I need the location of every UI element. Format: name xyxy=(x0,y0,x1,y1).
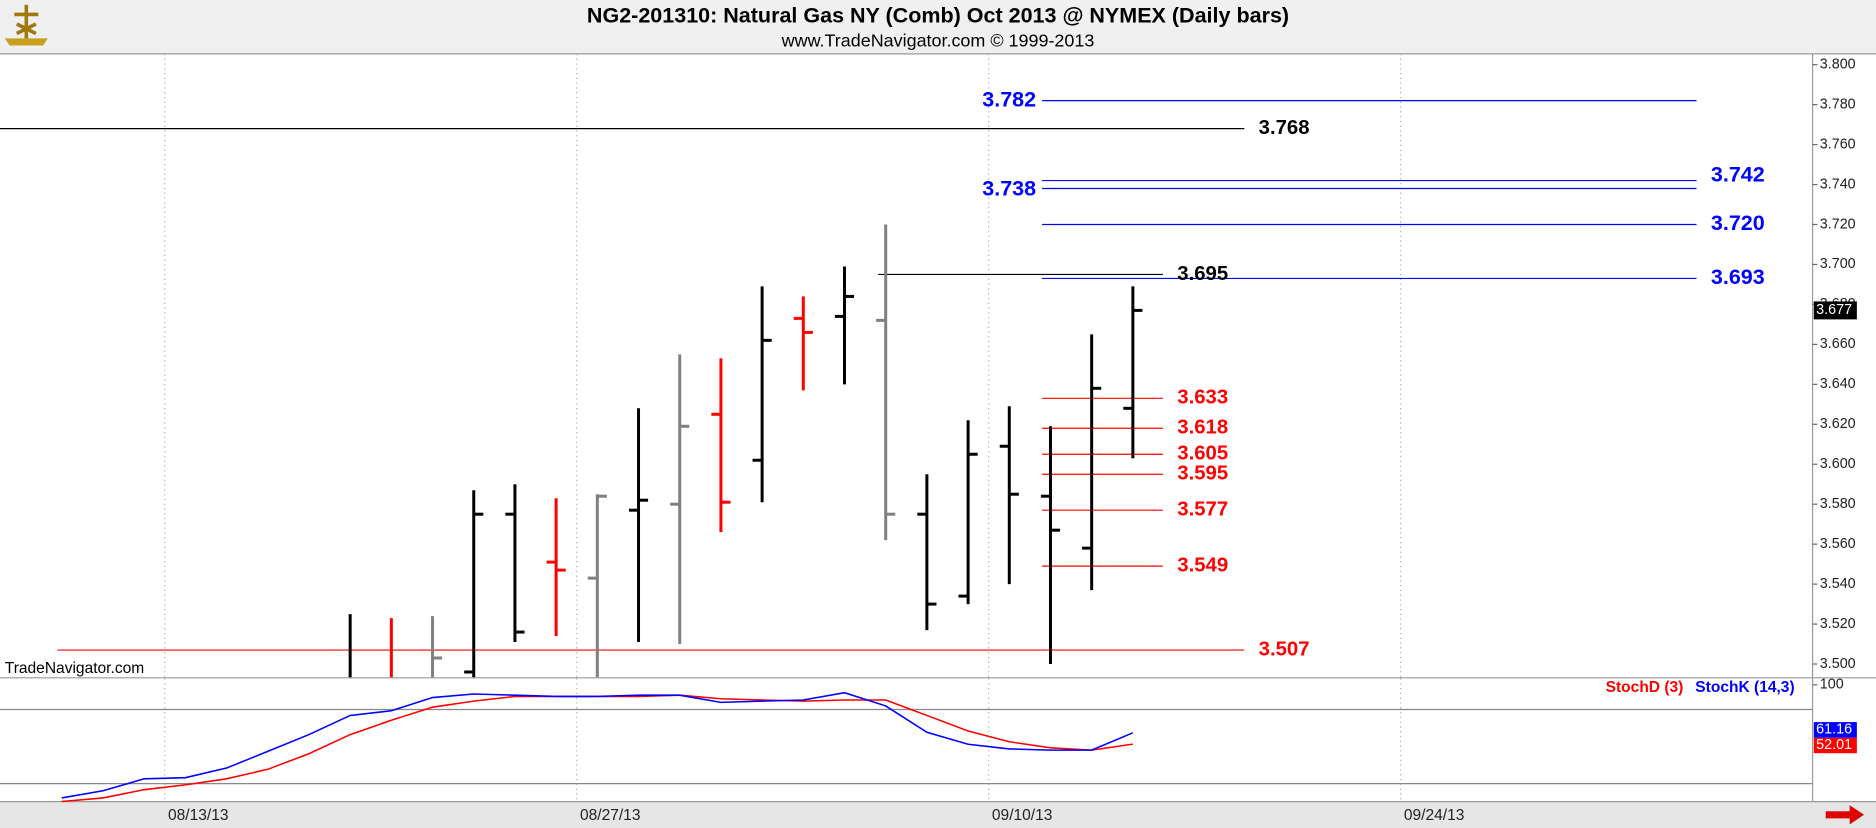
y-tick-label: 3.620 xyxy=(1820,416,1856,432)
y-tick-label: 3.660 xyxy=(1820,336,1856,352)
axes: 3.500 3.520 3.540 3.560 3.580 3.600 3.620 3.640… xyxy=(168,56,1857,824)
y-tick-label: 3.800 xyxy=(1820,56,1856,72)
level-label: 3.507 xyxy=(1259,638,1310,660)
y-tick-label: 3.640 xyxy=(1820,376,1856,392)
y-tick-label: 3.600 xyxy=(1820,456,1856,472)
y-tick-label: 3.500 xyxy=(1820,656,1856,672)
y-tick-label: 3.740 xyxy=(1820,176,1856,192)
level-label: 3.738 xyxy=(982,176,1036,200)
last-value-box xyxy=(1813,722,1857,738)
level-label: 3.618 xyxy=(1177,417,1228,439)
level-label: 3.782 xyxy=(982,87,1036,111)
chart-subtitle: www.TradeNavigator.com © 1999-2013 xyxy=(781,31,1095,51)
level-label: 3.549 xyxy=(1177,555,1228,577)
level-label: 3.577 xyxy=(1177,499,1228,521)
x-axis-bg xyxy=(0,801,1876,828)
level-label: 3.693 xyxy=(1711,265,1765,289)
last-value-box xyxy=(1813,737,1857,754)
x-tick-label: 09/10/13 xyxy=(992,807,1053,824)
logo xyxy=(4,4,48,46)
y-tick-label: 3.560 xyxy=(1820,536,1856,552)
header-bg xyxy=(0,0,1876,54)
y-tick-label: 3.520 xyxy=(1820,616,1856,632)
last-value-label: 52.01 xyxy=(1816,737,1852,753)
chart-title: NG2-201310: Natural Gas NY (Comb) Oct 20… xyxy=(587,3,1289,27)
last-price-label: 3.677 xyxy=(1816,302,1852,318)
level-label: 3.742 xyxy=(1711,162,1765,186)
y-tick-label: 3.700 xyxy=(1820,256,1856,272)
y-tick-label: 3.580 xyxy=(1820,496,1856,512)
level-label: 3.595 xyxy=(1177,463,1228,485)
y-tick-label: 3.760 xyxy=(1820,136,1856,152)
level-label: 3.768 xyxy=(1259,117,1310,139)
stoch-plot xyxy=(0,678,1813,803)
x-tick-label: 09/24/13 xyxy=(1404,807,1465,824)
y-tick-label: 3.720 xyxy=(1820,216,1856,232)
legend-entry: StochK (14,3) xyxy=(1695,679,1794,696)
x-tick-label: 08/27/13 xyxy=(580,807,641,824)
stoch-line xyxy=(61,691,1134,799)
level-label: 3.605 xyxy=(1177,443,1228,465)
level-label: 3.695 xyxy=(1177,263,1228,285)
level-label: 3.720 xyxy=(1711,211,1765,235)
legend-entry: StochD (3) xyxy=(1606,679,1684,696)
y-tick-label: 3.780 xyxy=(1820,96,1856,112)
watermark: TradeNavigator.com xyxy=(5,660,144,677)
price-plot xyxy=(0,53,1697,678)
scroll-arrow[interactable] xyxy=(1825,805,1865,825)
last-price-box xyxy=(1813,301,1857,320)
y-tick-label: 3.540 xyxy=(1820,576,1856,592)
last-value-label: 61.16 xyxy=(1816,722,1852,738)
level-label: 3.633 xyxy=(1177,387,1228,409)
x-tick-label: 08/13/13 xyxy=(168,807,229,824)
y-tick-label: 100 xyxy=(1820,677,1844,693)
stoch-line xyxy=(61,694,1133,803)
